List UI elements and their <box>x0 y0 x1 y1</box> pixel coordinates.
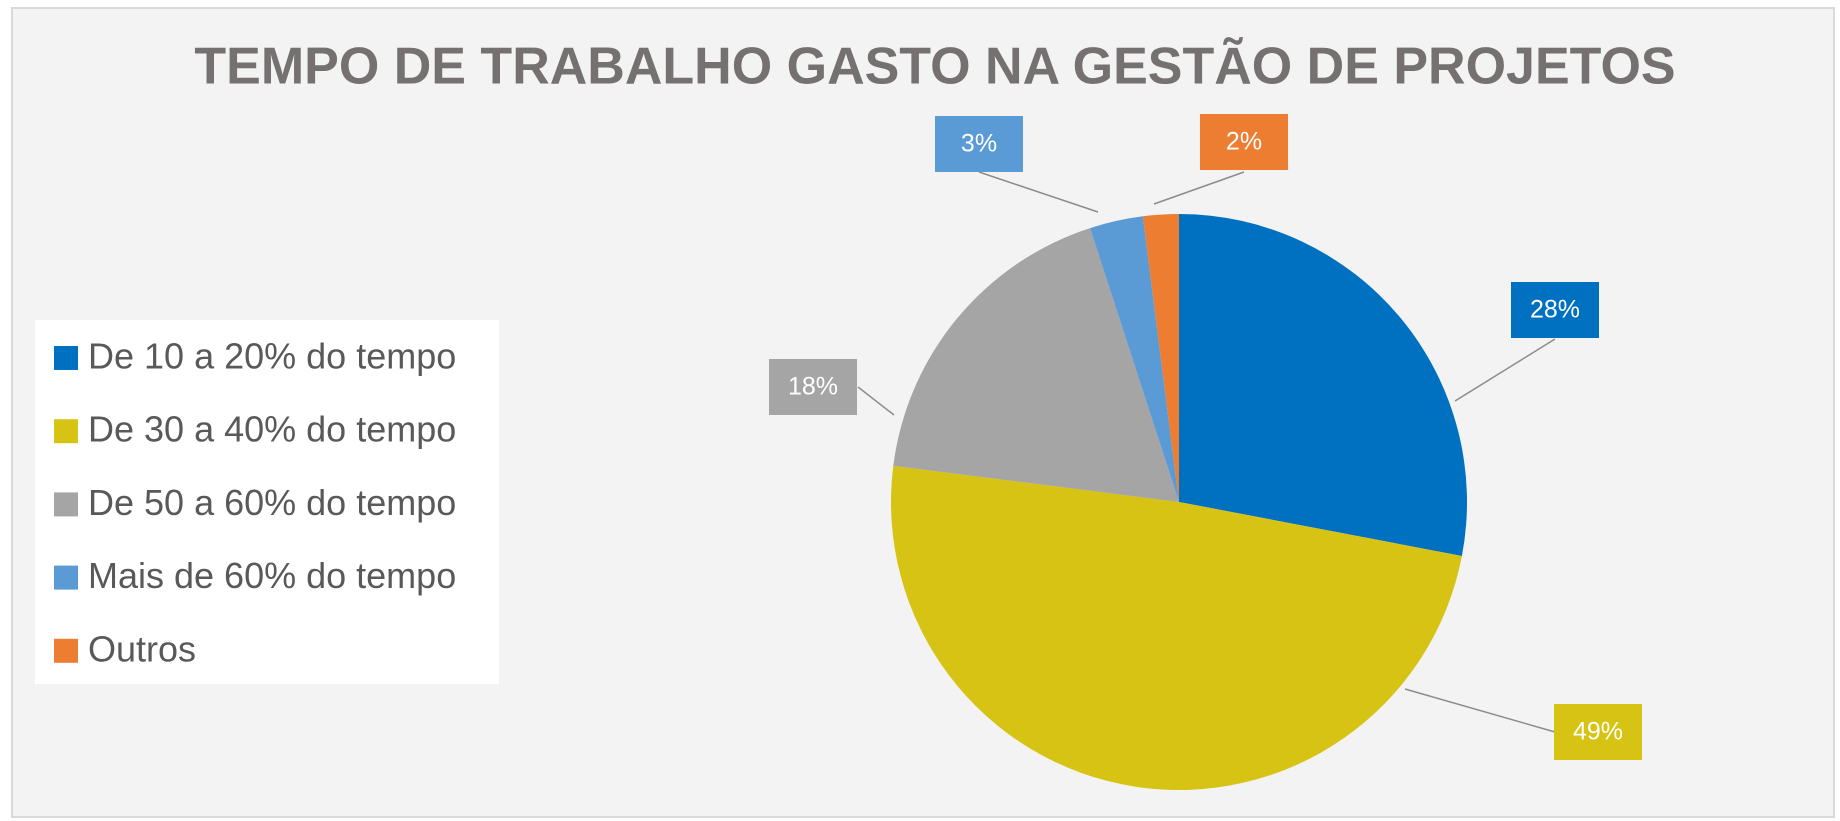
leader-line <box>1404 688 1556 733</box>
data-label: 28% <box>1530 296 1580 324</box>
leader-line <box>1454 338 1556 402</box>
legend-label: Mais de 60% do tempo <box>88 555 456 596</box>
legend-label: Outros <box>88 628 196 669</box>
data-label: 3% <box>961 130 997 158</box>
pie-slice <box>1179 214 1467 556</box>
legend-label: De 30 a 40% do tempo <box>88 409 456 450</box>
pie-slice <box>1090 216 1179 502</box>
data-label-box <box>1511 282 1599 338</box>
legend-label: De 10 a 20% do tempo <box>88 336 456 377</box>
data-label: 18% <box>788 373 838 401</box>
legend-swatch <box>54 492 78 517</box>
data-label-box <box>1200 114 1288 170</box>
pie-slice <box>891 465 1462 790</box>
leader-line <box>1153 171 1245 205</box>
data-label-box <box>769 359 857 415</box>
legend-swatch <box>54 638 78 663</box>
legend-swatch <box>54 346 78 370</box>
legend-label: De 50 a 60% do tempo <box>88 482 456 523</box>
leader-line <box>857 386 895 416</box>
leader-line <box>978 171 1099 213</box>
data-label-box <box>1554 704 1642 760</box>
pie-slice <box>1142 214 1179 502</box>
data-label: 49% <box>1573 718 1623 746</box>
legend <box>35 320 499 684</box>
data-label-box <box>935 116 1023 172</box>
legend-swatch <box>54 419 78 444</box>
chart-title: TEMPO DE TRABALHO GASTO NA GESTÃO DE PRO… <box>194 37 1675 96</box>
data-label: 2% <box>1226 128 1262 156</box>
legend-swatch <box>54 565 78 590</box>
pie-slice <box>893 228 1179 503</box>
